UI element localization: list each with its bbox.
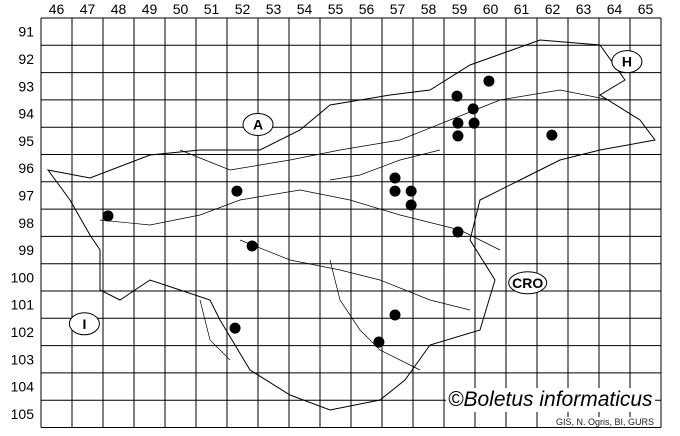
row-label: 95 (18, 133, 34, 149)
row-label: 93 (18, 78, 34, 94)
column-label: 50 (173, 1, 189, 17)
record-dot (468, 117, 480, 129)
record-dot (389, 185, 401, 197)
column-label: 46 (49, 1, 65, 17)
country-label-oval (242, 112, 274, 136)
column-label: 53 (266, 1, 282, 17)
column-label: 56 (359, 1, 375, 17)
country-label-oval (508, 271, 548, 295)
column-label: 49 (142, 1, 158, 17)
country-label-oval (611, 50, 643, 74)
row-label: 99 (18, 242, 34, 258)
record-dot (102, 210, 114, 222)
record-dot (405, 199, 417, 211)
record-dot (389, 172, 401, 184)
record-dot (483, 75, 495, 87)
record-dot (246, 240, 258, 252)
column-label: 52 (235, 1, 251, 17)
column-label: 59 (452, 1, 468, 17)
column-label: 64 (607, 1, 623, 17)
row-label: 100 (11, 269, 35, 285)
record-dot (373, 336, 385, 348)
row-labels: 91 92 93 94 95 96 97 98 99 100 101 102 103 104 105 (11, 24, 35, 422)
column-label: 51 (204, 1, 220, 17)
column-label: 57 (390, 1, 406, 17)
record-dot (231, 185, 243, 197)
column-labels: 46 47 48 49 50 51 52 53 54 55 56 57 58 59 60 61 62 63 64 65 (49, 1, 654, 17)
column-label: 62 (545, 1, 561, 17)
record-dot (405, 185, 417, 197)
country-labels: A H CRO I (68, 50, 643, 336)
row-label: 104 (11, 379, 35, 395)
record-dot (452, 117, 464, 129)
grid-lines (40, 17, 662, 428)
record-dots (102, 75, 558, 348)
row-label: 92 (18, 51, 34, 67)
record-dot (452, 226, 464, 238)
rivers (99, 89, 611, 371)
column-label: 47 (80, 1, 96, 17)
column-label: 55 (328, 1, 344, 17)
column-label: 54 (297, 1, 313, 17)
column-label: 61 (514, 1, 530, 17)
row-label: 96 (18, 160, 34, 176)
row-label: 103 (11, 351, 35, 367)
column-label: 63 (576, 1, 592, 17)
row-label: 98 (18, 215, 34, 231)
record-dot (229, 322, 241, 334)
source-credit: GIS, N. Ogris, BI, GURS (556, 417, 655, 427)
country-label: I (82, 316, 86, 332)
row-label: 94 (18, 106, 34, 122)
country-border (46, 39, 656, 411)
row-label: 101 (11, 297, 35, 313)
row-label: 91 (18, 24, 34, 40)
column-label: 65 (638, 1, 654, 17)
copyright-text: ©Boletus informaticus (446, 388, 655, 412)
record-dot (389, 309, 401, 321)
column-label: 58 (421, 1, 437, 17)
record-dot (467, 103, 479, 115)
country-label: CRO (512, 275, 543, 291)
record-dot (546, 129, 558, 141)
row-label: 105 (11, 406, 35, 422)
row-label: 97 (18, 187, 34, 203)
column-label: 48 (111, 1, 127, 17)
row-label: 102 (11, 324, 35, 340)
column-label: 60 (483, 1, 499, 17)
record-dot (452, 130, 464, 142)
country-label: A (253, 116, 263, 132)
record-dot (451, 90, 463, 102)
country-label: H (622, 54, 632, 70)
country-label-oval (68, 312, 100, 336)
